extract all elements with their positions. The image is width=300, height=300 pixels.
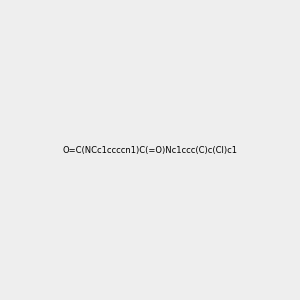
Text: O=C(NCc1ccccn1)C(=O)Nc1ccc(C)c(Cl)c1: O=C(NCc1ccccn1)C(=O)Nc1ccc(C)c(Cl)c1 <box>62 146 238 154</box>
